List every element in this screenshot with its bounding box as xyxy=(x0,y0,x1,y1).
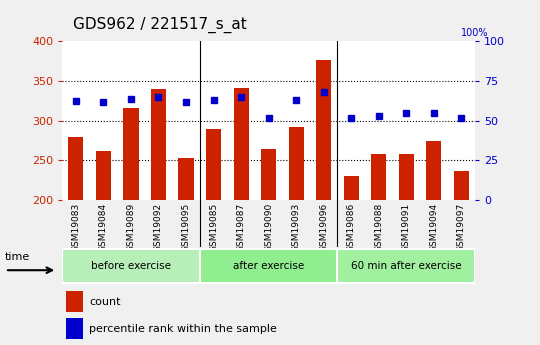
Bar xyxy=(261,148,276,200)
Text: GSM19090: GSM19090 xyxy=(264,203,273,252)
Bar xyxy=(200,248,338,283)
Text: GSM19083: GSM19083 xyxy=(71,203,80,252)
Bar xyxy=(338,248,475,283)
Text: GSM19084: GSM19084 xyxy=(99,203,108,252)
Bar xyxy=(426,141,442,200)
Text: 100%: 100% xyxy=(462,28,489,38)
Text: GSM19091: GSM19091 xyxy=(402,203,411,252)
Text: GSM19089: GSM19089 xyxy=(126,203,136,252)
Bar xyxy=(151,89,166,200)
Text: time: time xyxy=(5,252,30,262)
Text: GSM19092: GSM19092 xyxy=(154,203,163,252)
Text: 60 min after exercise: 60 min after exercise xyxy=(351,261,462,270)
Bar xyxy=(399,154,414,200)
Bar xyxy=(68,137,84,200)
Text: GSM19094: GSM19094 xyxy=(429,203,438,252)
Text: GSM19095: GSM19095 xyxy=(181,203,191,252)
Bar xyxy=(66,290,83,312)
Bar xyxy=(123,108,139,200)
Bar xyxy=(206,129,221,200)
Text: GSM19093: GSM19093 xyxy=(292,203,301,252)
Bar xyxy=(288,127,304,200)
Bar xyxy=(178,158,194,200)
Text: after exercise: after exercise xyxy=(233,261,304,270)
Text: GDS962 / 221517_s_at: GDS962 / 221517_s_at xyxy=(73,17,247,33)
Bar xyxy=(371,154,387,200)
Bar xyxy=(316,60,332,200)
Text: GSM19088: GSM19088 xyxy=(374,203,383,252)
Text: GSM19087: GSM19087 xyxy=(237,203,246,252)
Text: GSM19086: GSM19086 xyxy=(347,203,356,252)
Bar xyxy=(343,176,359,200)
Bar xyxy=(454,171,469,200)
Text: before exercise: before exercise xyxy=(91,261,171,270)
Bar xyxy=(66,318,83,339)
Bar xyxy=(62,248,200,283)
Bar xyxy=(96,151,111,200)
Text: GSM19085: GSM19085 xyxy=(209,203,218,252)
Text: percentile rank within the sample: percentile rank within the sample xyxy=(89,324,277,334)
Bar xyxy=(233,88,249,200)
Text: GSM19097: GSM19097 xyxy=(457,203,466,252)
Text: count: count xyxy=(89,297,120,306)
Text: GSM19096: GSM19096 xyxy=(319,203,328,252)
